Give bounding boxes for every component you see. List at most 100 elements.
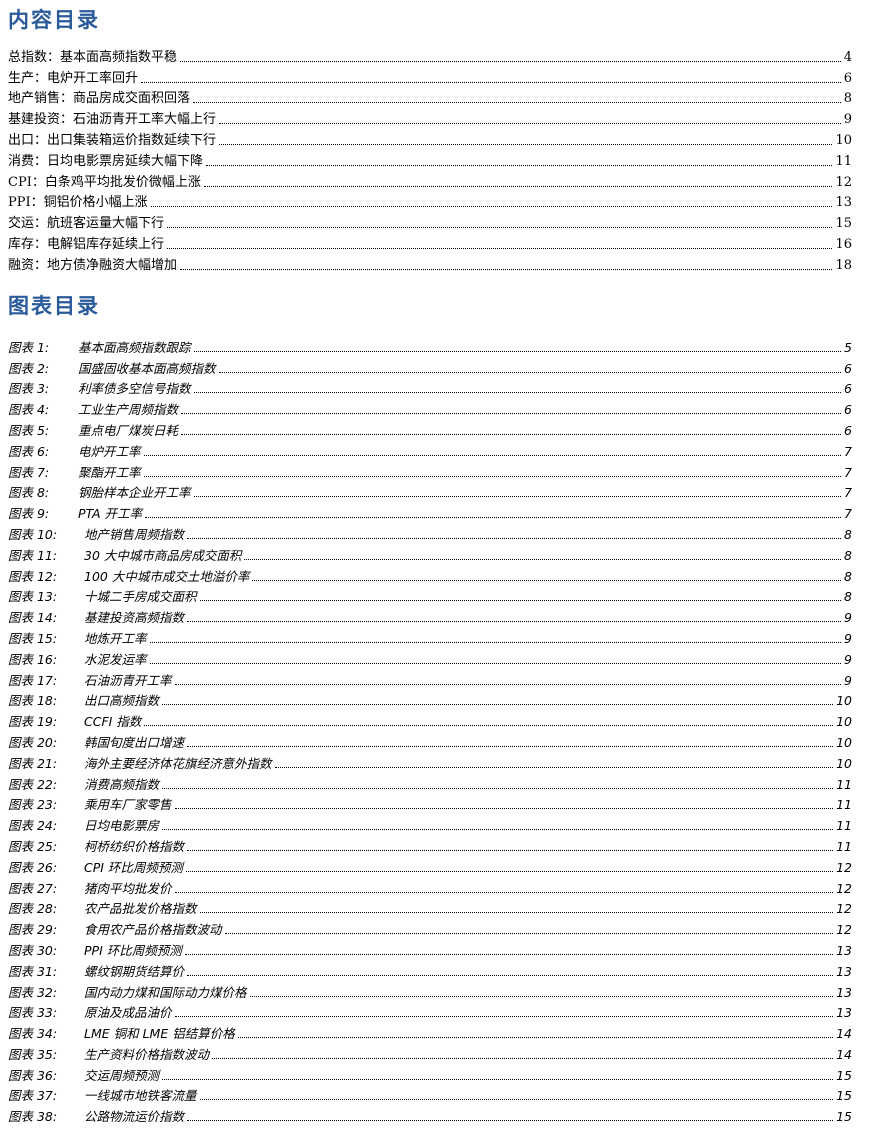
figure-page: 15 xyxy=(836,1088,852,1104)
figure-entry[interactable]: 图表 22: 消费高频指数 11 xyxy=(8,772,852,793)
figure-page: 12 xyxy=(836,859,852,875)
figure-title: 乘用车厂家零售 xyxy=(84,797,172,813)
figure-entry[interactable]: 图表 17: 石油沥青开工率 9 xyxy=(8,668,852,689)
dot-leader xyxy=(149,662,841,664)
figure-label: 图表 21: xyxy=(8,755,58,771)
figure-entry[interactable]: 图表 28: 农产品批发价格指数 12 xyxy=(8,897,852,918)
figure-entry[interactable]: 图表 9: PTA 开工率 7 xyxy=(8,501,852,522)
toc-entry-page: 9 xyxy=(843,112,852,128)
figure-page: 13 xyxy=(836,984,852,1000)
figure-entry[interactable]: 图表 12: 100 大中城市成交土地溢价率 8 xyxy=(8,564,852,585)
toc-entry[interactable]: CPI：白条鸡平均批发价微幅上涨 12 xyxy=(8,170,852,191)
toc-entry-title: 融资：地方债净融资大幅增加 xyxy=(8,257,178,273)
toc-entry[interactable]: 生产：电炉开工率回升 6 xyxy=(8,66,852,87)
toc-entry-page: 4 xyxy=(843,49,852,65)
figure-entry[interactable]: 图表 23: 乘用车厂家零售 11 xyxy=(8,793,852,814)
dot-leader xyxy=(144,725,834,727)
figure-label: 图表 10: xyxy=(8,526,58,542)
figure-entry[interactable]: 图表 11: 30 大中城市商品房成交面积 8 xyxy=(8,543,852,564)
figure-entry[interactable]: 图表 29: 食用农产品价格指数波动 12 xyxy=(8,917,852,938)
figure-entry[interactable]: 图表 37: 一线城市地铁客流量 15 xyxy=(8,1084,852,1105)
toc-entry[interactable]: 出口：出口集装箱运价指数延续下行 10 xyxy=(8,128,852,149)
figure-entry[interactable]: 图表 31: 螺纹钢期货结算价 13 xyxy=(8,959,852,980)
figure-label: 图表 12: xyxy=(8,568,58,584)
figure-label: 图表 17: xyxy=(8,672,58,688)
figure-entry[interactable]: 图表 24: 日均电影票房 11 xyxy=(8,813,852,834)
figure-label: 图表 9: xyxy=(8,506,50,522)
figure-title: 消费高频指数 xyxy=(84,776,160,792)
dot-leader xyxy=(162,829,834,831)
dot-leader xyxy=(167,247,833,249)
figure-entry[interactable]: 图表 14: 基建投资高频指数 9 xyxy=(8,605,852,626)
figure-entry[interactable]: 图表 18: 出口高频指数 10 xyxy=(8,689,852,710)
figure-title: 交运周频预测 xyxy=(84,1067,160,1083)
figure-entry[interactable]: 图表 38: 公路物流运价指数 15 xyxy=(8,1104,852,1125)
figure-label: 图表 14: xyxy=(8,610,58,626)
figure-entry[interactable]: 图表 34: LME 铜和 LME 铝结算价格 14 xyxy=(8,1021,852,1042)
figure-entry[interactable]: 图表 33: 原油及成品油价 13 xyxy=(8,1001,852,1022)
figure-title: 地产销售周频指数 xyxy=(84,526,185,542)
figure-entry[interactable]: 图表 35: 生产资料价格指数波动 14 xyxy=(8,1042,852,1063)
dot-leader xyxy=(193,392,841,394)
figure-page: 12 xyxy=(836,880,852,896)
figure-label: 图表 35: xyxy=(8,1046,58,1062)
figure-page: 11 xyxy=(836,838,852,854)
figure-title: 柯桥纺织价格指数 xyxy=(84,838,185,854)
toc-entry-title: 总指数：基本面高频指数平稳 xyxy=(8,49,178,65)
figure-page: 11 xyxy=(836,776,852,792)
figure-page: 7 xyxy=(844,506,852,522)
figure-page: 7 xyxy=(844,464,852,480)
figure-entry[interactable]: 图表 32: 国内动力煤和国际动力煤价格 13 xyxy=(8,980,852,1001)
figure-entry[interactable]: 图表 7: 聚酯开工率 7 xyxy=(8,460,852,481)
toc-entry[interactable]: PPI：铜铝价格小幅上涨 13 xyxy=(8,191,852,212)
toc-entry-title: CPI：白条鸡平均批发价微幅上涨 xyxy=(8,174,201,190)
figure-label: 图表 6: xyxy=(8,443,50,459)
dot-leader xyxy=(218,371,841,373)
figure-page: 10 xyxy=(836,734,852,750)
figure-entry[interactable]: 图表 8: 钢胎样本企业开工率 7 xyxy=(8,481,852,502)
figure-entry[interactable]: 图表 3: 利率债多空信号指数 6 xyxy=(8,377,852,398)
figure-page: 8 xyxy=(844,526,852,542)
figure-entry[interactable]: 图表 19: CCFI 指数 10 xyxy=(8,709,852,730)
figure-entry[interactable]: 图表 36: 交运周频预测 15 xyxy=(8,1063,852,1084)
figure-entry[interactable]: 图表 4: 工业生产周频指数 6 xyxy=(8,397,852,418)
figure-title: 十城二手房成交面积 xyxy=(84,589,197,605)
dot-leader xyxy=(252,579,841,581)
dot-leader xyxy=(193,496,841,498)
figure-entry[interactable]: 图表 30: PPI 环比周频预测 13 xyxy=(8,938,852,959)
figure-page: 6 xyxy=(844,422,852,438)
toc-entry[interactable]: 交运：航班客运量大幅下行 15 xyxy=(8,211,852,232)
figure-entry[interactable]: 图表 10: 地产销售周频指数 8 xyxy=(8,522,852,543)
toc-entry[interactable]: 总指数：基本面高频指数平稳 4 xyxy=(8,45,852,66)
figure-entry[interactable]: 图表 25: 柯桥纺织价格指数 11 xyxy=(8,834,852,855)
figure-label: 图表 36: xyxy=(8,1067,58,1083)
figure-entry[interactable]: 图表 15: 地炼开工率 9 xyxy=(8,626,852,647)
figure-label: 图表 2: xyxy=(8,360,50,376)
figure-page: 9 xyxy=(844,651,852,667)
figure-entry[interactable]: 图表 5: 重点电厂煤炭日耗 6 xyxy=(8,418,852,439)
figure-entry[interactable]: 图表 26: CPI 环比周频预测 12 xyxy=(8,855,852,876)
figure-entry[interactable]: 图表 13: 十城二手房成交面积 8 xyxy=(8,585,852,606)
figure-page: 14 xyxy=(836,1046,852,1062)
toc-entry[interactable]: 基建投资：石油沥青开工率大幅上行 9 xyxy=(8,107,852,128)
figure-entry[interactable]: 图表 27: 猪肉平均批发价 12 xyxy=(8,876,852,897)
toc-entry-title: 基建投资：石油沥青开工率大幅上行 xyxy=(8,112,217,128)
figure-title: PPI 环比周频预测 xyxy=(84,942,182,958)
figure-label: 图表 23: xyxy=(8,797,58,813)
toc-entry[interactable]: 消费：日均电影票房延续大幅下降 11 xyxy=(8,149,852,170)
figure-entry[interactable]: 图表 2: 国盛固收基本面高频指数 6 xyxy=(8,356,852,377)
figure-page: 10 xyxy=(836,693,852,709)
figure-entry[interactable]: 图表 20: 韩国旬度出口增速 10 xyxy=(8,730,852,751)
figure-entry[interactable]: 图表 1: 基本面高频指数跟踪 5 xyxy=(8,335,852,356)
figure-title: 基本面高频指数跟踪 xyxy=(78,339,191,355)
figure-page: 15 xyxy=(836,1067,852,1083)
toc-entry[interactable]: 库存：电解铝库存延续上行 16 xyxy=(8,232,852,253)
figure-label: 图表 27: xyxy=(8,880,58,896)
toc-entry[interactable]: 地产销售：商品房成交面积回落 8 xyxy=(8,87,852,108)
figure-entry[interactable]: 图表 16: 水泥发运率 9 xyxy=(8,647,852,668)
dot-leader xyxy=(150,206,833,208)
dot-leader xyxy=(149,641,841,643)
figure-entry[interactable]: 图表 6: 电炉开工率 7 xyxy=(8,439,852,460)
toc-entry[interactable]: 融资：地方债净融资大幅增加 18 xyxy=(8,253,852,274)
figure-entry[interactable]: 图表 21: 海外主要经济体花旗经济意外指数 10 xyxy=(8,751,852,772)
